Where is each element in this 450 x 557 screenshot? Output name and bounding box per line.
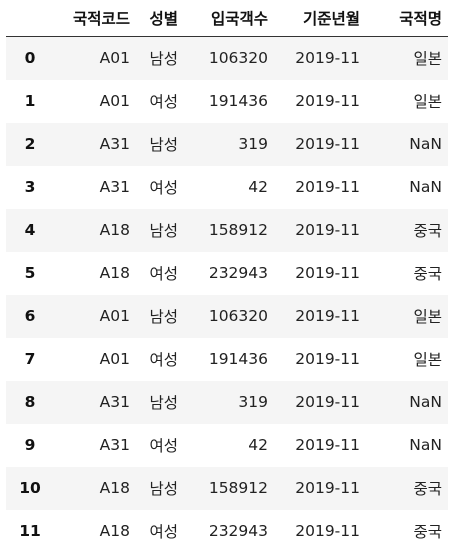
table-row: 3 A31 여성 42 2019-11 NaN (6, 165, 448, 209)
cell-visitors: 106320 (208, 307, 268, 325)
cell-nationality-name: 일본 (413, 50, 442, 69)
cell-nationality-name: 일본 (413, 351, 442, 369)
row-index: 2 (24, 135, 36, 153)
table-header: 국적코드 성별 입국객수 기준년월 국적명 (6, 0, 448, 37)
cell-year-month: 2019-11 (295, 350, 360, 368)
row-index: 1 (24, 92, 36, 110)
row-index: 4 (24, 221, 36, 239)
cell-nationality-code: A31 (99, 393, 130, 411)
cell-visitors: 158912 (208, 221, 268, 239)
cell-visitors: 319 (238, 135, 268, 153)
cell-nationality-name: 중국 (413, 523, 442, 541)
row-index: 3 (24, 178, 36, 196)
row-index: 9 (24, 436, 36, 454)
cell-nationality-name: NaN (409, 178, 442, 196)
row-index: 11 (19, 522, 41, 540)
table-row: 5 A18 여성 232943 2019-11 중국 (6, 251, 448, 295)
cell-nationality-name: 중국 (413, 480, 442, 498)
cell-visitors: 106320 (208, 49, 268, 68)
cell-year-month: 2019-11 (295, 135, 360, 153)
table-row: 4 A18 남성 158912 2019-11 중국 (6, 208, 448, 252)
cell-year-month: 2019-11 (295, 307, 360, 325)
cell-gender: 남성 (149, 136, 178, 154)
row-index: 6 (24, 307, 36, 325)
cell-visitors: 42 (248, 178, 268, 196)
cell-gender: 남성 (149, 50, 178, 69)
column-header-gender: 성별 (136, 0, 184, 37)
cell-nationality-name: NaN (409, 436, 442, 454)
table-row: 2 A31 남성 319 2019-11 NaN (6, 122, 448, 166)
cell-nationality-code: A01 (99, 307, 130, 325)
cell-nationality-code: A18 (99, 479, 130, 497)
table-row: 8 A31 남성 319 2019-11 NaN (6, 380, 448, 424)
cell-nationality-code: A31 (99, 135, 130, 153)
cell-nationality-code: A18 (99, 221, 130, 239)
column-header-year-month: 기준년월 (274, 0, 366, 37)
cell-year-month: 2019-11 (295, 436, 360, 454)
cell-gender: 여성 (149, 265, 178, 283)
cell-visitors: 191436 (208, 92, 268, 110)
cell-nationality-name: NaN (409, 135, 442, 153)
row-index: 0 (24, 49, 36, 68)
column-header-nationality-name: 국적명 (366, 0, 448, 37)
cell-nationality-code: A18 (99, 522, 130, 540)
cell-year-month: 2019-11 (295, 522, 360, 540)
cell-nationality-name: NaN (409, 393, 442, 411)
cell-nationality-name: 중국 (413, 222, 442, 240)
cell-year-month: 2019-11 (295, 49, 360, 68)
cell-year-month: 2019-11 (295, 393, 360, 411)
table-row: 0 A01 남성 106320 2019-11 일본 (6, 36, 448, 80)
cell-year-month: 2019-11 (295, 479, 360, 497)
cell-nationality-code: A18 (99, 264, 130, 282)
table-row: 6 A01 남성 106320 2019-11 일본 (6, 294, 448, 338)
row-index: 7 (24, 350, 36, 368)
cell-gender: 여성 (149, 523, 178, 541)
index-column-header (6, 0, 54, 37)
table-row: 9 A31 여성 42 2019-11 NaN (6, 423, 448, 467)
cell-nationality-code: A01 (99, 350, 130, 368)
cell-gender: 여성 (149, 437, 178, 455)
header-row: 국적코드 성별 입국객수 기준년월 국적명 (6, 0, 448, 37)
cell-visitors: 42 (248, 436, 268, 454)
cell-visitors: 158912 (208, 479, 268, 497)
cell-gender: 남성 (149, 222, 178, 240)
cell-year-month: 2019-11 (295, 178, 360, 196)
dataframe-table: 국적코드 성별 입국객수 기준년월 국적명 0 A01 남성 106320 20… (6, 0, 448, 553)
cell-year-month: 2019-11 (295, 221, 360, 239)
cell-gender: 여성 (149, 179, 178, 197)
table-row: 10 A18 남성 158912 2019-11 중국 (6, 466, 448, 510)
cell-gender: 남성 (149, 394, 178, 412)
row-index: 10 (19, 479, 41, 497)
cell-gender: 남성 (149, 308, 178, 326)
cell-nationality-code: A31 (99, 436, 130, 454)
cell-nationality-code: A31 (99, 178, 130, 196)
table-row: 11 A18 여성 232943 2019-11 중국 (6, 509, 448, 553)
cell-nationality-code: A01 (99, 49, 130, 68)
cell-gender: 남성 (149, 480, 178, 498)
cell-nationality-name: 중국 (413, 265, 442, 283)
column-header-nationality-code: 국적코드 (54, 0, 136, 37)
row-index: 8 (24, 393, 36, 411)
row-index: 5 (24, 264, 36, 282)
cell-nationality-name: 일본 (413, 308, 442, 326)
cell-nationality-code: A01 (99, 92, 130, 110)
table-body: 0 A01 남성 106320 2019-11 일본 1 A01 여성 1914… (6, 36, 448, 553)
cell-gender: 여성 (149, 351, 178, 369)
table-row: 7 A01 여성 191436 2019-11 일본 (6, 337, 448, 381)
cell-year-month: 2019-11 (295, 92, 360, 110)
cell-visitors: 232943 (208, 522, 268, 540)
cell-nationality-name: 일본 (413, 93, 442, 111)
cell-visitors: 319 (238, 393, 268, 411)
cell-visitors: 191436 (208, 350, 268, 368)
cell-gender: 여성 (149, 93, 178, 111)
column-header-visitors: 입국객수 (184, 0, 274, 37)
cell-year-month: 2019-11 (295, 264, 360, 282)
cell-visitors: 232943 (208, 264, 268, 282)
table-row: 1 A01 여성 191436 2019-11 일본 (6, 79, 448, 123)
